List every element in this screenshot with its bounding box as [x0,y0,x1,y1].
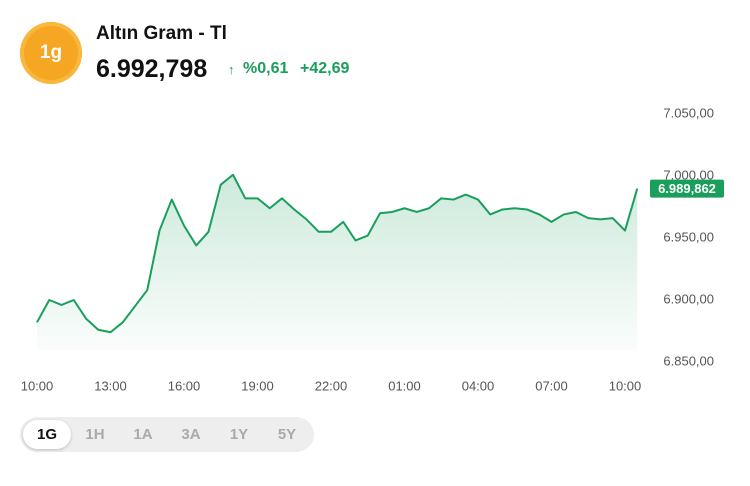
range-tab[interactable]: 1H [85,426,105,443]
change-pct: %0,61 [243,60,289,77]
y-tick-label: 6.950,00 [663,229,714,244]
range-tabs: 1G 1H 1A 3A 1Y 5Y [20,417,314,452]
y-tick-label: 6.900,00 [663,291,714,306]
x-tick-label: 10:00 [21,378,54,393]
range-tab[interactable]: 5Y [277,426,297,443]
x-tick-label: 13:00 [94,378,127,393]
x-tick-label: 19:00 [241,378,274,393]
price: 6.992,798 [96,55,208,83]
x-tick-label: 07:00 [535,378,568,393]
price-line [36,173,639,334]
x-tick-label: 10:00 [609,378,642,393]
last-price-label: 6.989,862 [658,181,716,196]
range-tab[interactable]: 3A [181,426,201,443]
x-tick-label: 22:00 [315,378,348,393]
arrow-icon: ↑ [228,62,235,77]
range-tab[interactable]: 1Y [229,426,249,443]
change-abs: +42,69 [300,60,350,77]
y-tick-label: 7.000,00 [663,167,714,182]
x-tick-label: 01:00 [388,378,421,393]
x-tick-label: 16:00 [168,378,201,393]
y-tick-label: 6.850,00 [663,353,714,368]
title: Altın Gram - Tl [96,23,227,44]
y-tick-label: 7.050,00 [663,105,714,120]
range-tab[interactable]: 1A [133,426,153,443]
x-tick-label: 04:00 [462,378,495,393]
last-price-tag [650,179,724,198]
area-fill [37,174,638,350]
range-tab[interactable]: 1G [23,420,71,449]
badge: 1g [20,22,82,84]
